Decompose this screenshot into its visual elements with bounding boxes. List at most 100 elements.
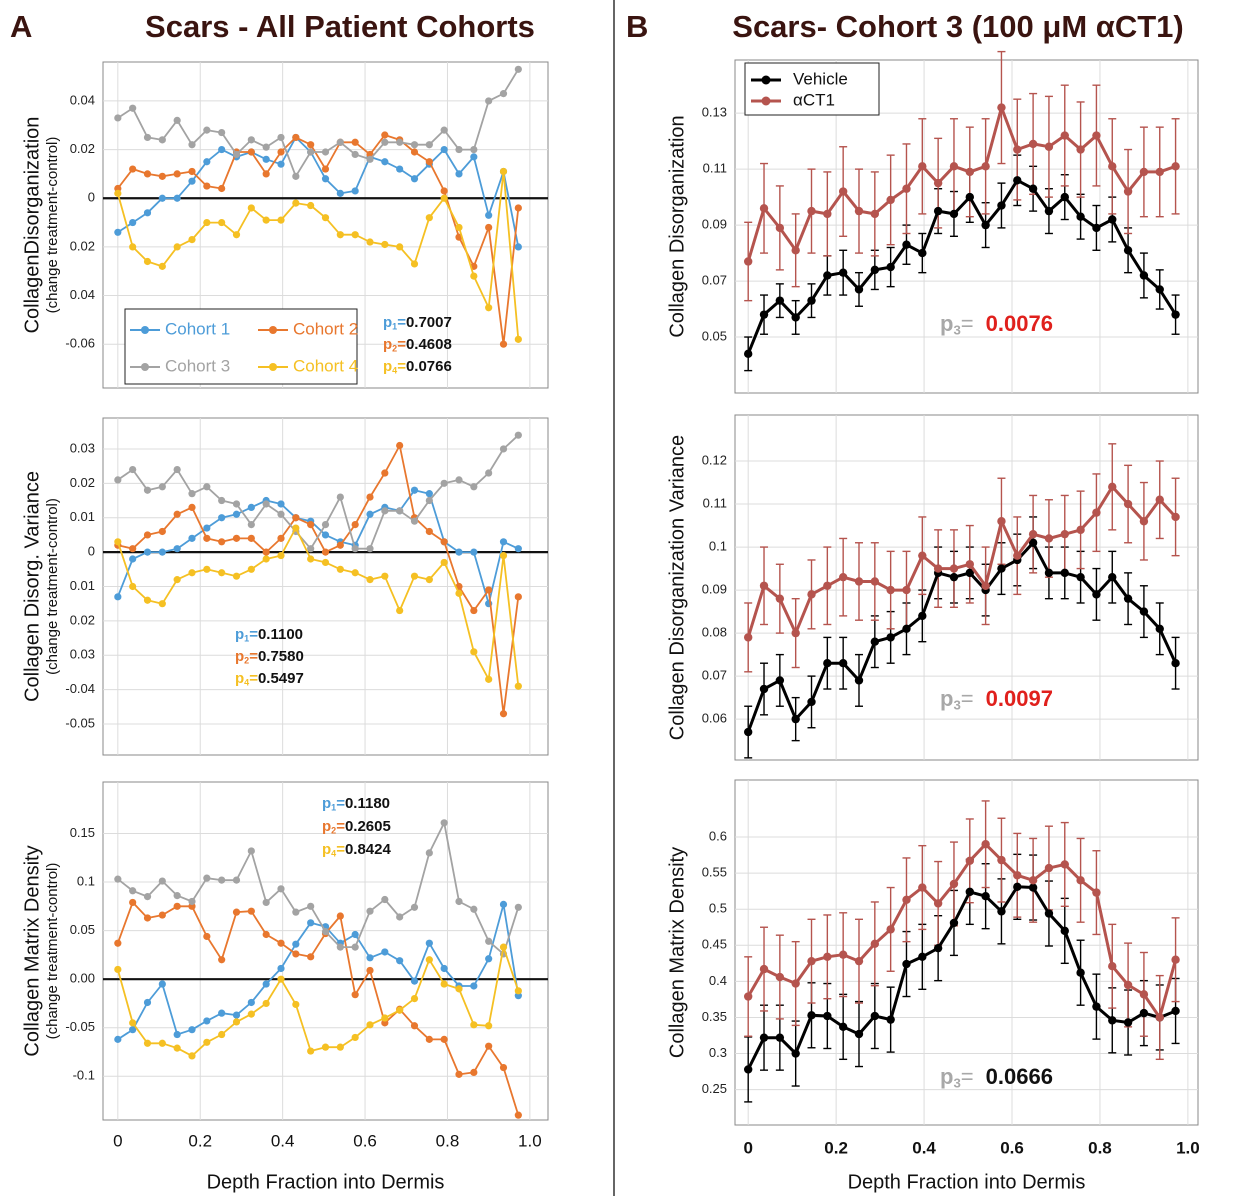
series-line bbox=[117, 136, 520, 248]
p-symbol: p bbox=[322, 841, 331, 858]
data-point bbox=[1123, 187, 1133, 196]
data-point bbox=[1092, 131, 1101, 140]
data-point bbox=[455, 223, 463, 232]
y-tick-label: 0.06 bbox=[702, 711, 727, 726]
legend-box bbox=[744, 62, 880, 116]
data-point bbox=[247, 847, 255, 855]
data-point bbox=[292, 940, 300, 948]
y-tick-label: 0.05 bbox=[702, 328, 727, 343]
legend-marker bbox=[141, 363, 149, 371]
data-point bbox=[410, 486, 419, 494]
data-point bbox=[455, 145, 463, 154]
data-point bbox=[743, 1065, 753, 1074]
data-point bbox=[425, 214, 433, 222]
data-point bbox=[129, 1019, 137, 1027]
data-point bbox=[143, 170, 152, 178]
data-point bbox=[307, 201, 315, 210]
data-point bbox=[425, 939, 433, 947]
y-axis-label: Collagen Disorganization Variance bbox=[666, 435, 688, 740]
series-line bbox=[116, 170, 520, 340]
data-point bbox=[129, 887, 137, 895]
data-point bbox=[218, 514, 226, 522]
data-point bbox=[173, 243, 181, 251]
legend-label: Cohort 3 bbox=[165, 356, 230, 375]
y-axis-label: Collagen Matrix Density bbox=[21, 845, 43, 1056]
p-value-number: 0.0666 bbox=[986, 1064, 1053, 1089]
legend: Cohort 1 Cohort 2 Cohort 3 Cohort 4 bbox=[124, 308, 358, 385]
data-point bbox=[366, 155, 374, 163]
data-point bbox=[410, 1022, 419, 1030]
data-point bbox=[933, 564, 943, 573]
data-point bbox=[759, 310, 769, 319]
data-point bbox=[173, 576, 181, 584]
data-point bbox=[981, 162, 990, 171]
y-tick-label: 0.07 bbox=[702, 273, 727, 288]
data-point bbox=[396, 606, 404, 615]
data-point bbox=[158, 1039, 166, 1047]
data-point bbox=[1028, 529, 1038, 539]
p-value-number: 0.0766 bbox=[406, 358, 452, 375]
data-point bbox=[203, 1038, 211, 1046]
y-tick-label: 0 bbox=[88, 190, 95, 205]
y-tick-label: 0.3 bbox=[709, 1045, 727, 1060]
data-point bbox=[366, 907, 374, 915]
data-point bbox=[129, 545, 137, 553]
y-tick-label: 0.5 bbox=[709, 901, 727, 916]
data-point bbox=[902, 624, 911, 633]
y-tick-label: 0.02 bbox=[70, 612, 95, 627]
data-point bbox=[410, 175, 419, 183]
data-point bbox=[1092, 888, 1101, 897]
data-point bbox=[351, 150, 359, 159]
data-point bbox=[1139, 517, 1149, 526]
data-point bbox=[173, 194, 181, 202]
data-point bbox=[307, 545, 315, 553]
y-tick-label: 0.45 bbox=[702, 937, 727, 952]
data-point bbox=[499, 710, 508, 718]
data-point bbox=[981, 892, 990, 901]
data-point bbox=[455, 897, 463, 906]
data-point bbox=[1092, 508, 1101, 517]
data-point bbox=[277, 939, 285, 947]
data-point bbox=[396, 165, 404, 173]
y-tick-label: -0.1 bbox=[73, 1068, 95, 1083]
data-point bbox=[514, 335, 522, 343]
data-point bbox=[775, 676, 785, 685]
data-point bbox=[1060, 568, 1069, 578]
data-point bbox=[838, 1022, 848, 1032]
data-point bbox=[1123, 499, 1133, 509]
data-point bbox=[351, 521, 359, 529]
data-point bbox=[440, 1035, 448, 1043]
data-point bbox=[247, 521, 255, 529]
p-value: p2=0.7580 bbox=[235, 648, 304, 666]
data-point bbox=[158, 194, 166, 202]
y-tick-label: 0.07 bbox=[702, 668, 727, 683]
p-subscript: 1 bbox=[244, 634, 249, 644]
y-axis-label: Collagen Disorganization bbox=[666, 115, 688, 337]
data-point bbox=[188, 235, 196, 244]
data-point bbox=[902, 240, 911, 249]
series-line bbox=[116, 946, 520, 1057]
data-point bbox=[232, 1018, 241, 1026]
data-point bbox=[981, 840, 990, 849]
data-point bbox=[232, 150, 241, 159]
data-point bbox=[129, 243, 137, 251]
p-equals: = bbox=[249, 670, 258, 687]
data-point bbox=[188, 1052, 196, 1060]
data-point bbox=[1013, 871, 1022, 880]
data-point bbox=[203, 483, 211, 491]
data-point bbox=[292, 908, 300, 916]
data-point bbox=[455, 589, 463, 597]
series-line bbox=[746, 885, 1177, 1071]
data-point bbox=[232, 534, 241, 542]
data-point bbox=[247, 503, 255, 512]
y-tick-label: 0.15 bbox=[70, 825, 95, 840]
data-point bbox=[1013, 882, 1022, 892]
data-point bbox=[470, 548, 478, 556]
data-point bbox=[336, 189, 344, 197]
data-point bbox=[232, 510, 241, 518]
data-point bbox=[759, 204, 769, 213]
data-point bbox=[470, 1021, 478, 1029]
data-point bbox=[321, 175, 330, 183]
data-point bbox=[485, 1042, 493, 1050]
data-point bbox=[321, 1043, 330, 1051]
